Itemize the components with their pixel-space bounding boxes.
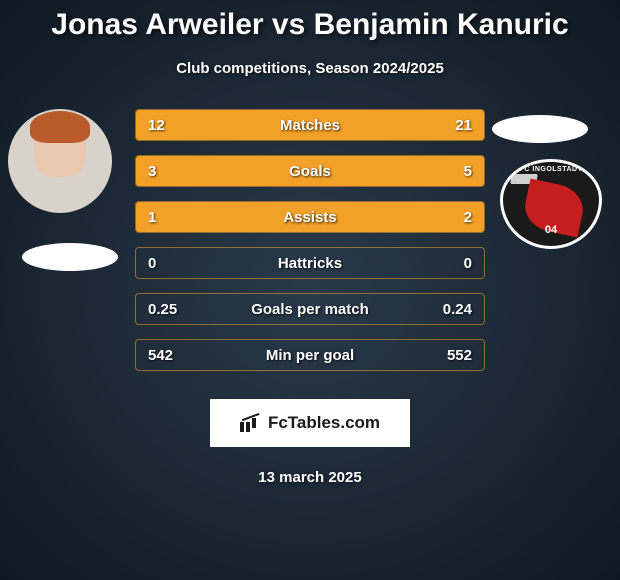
- stat-label: Assists: [136, 209, 484, 226]
- stat-label: Goals: [136, 163, 484, 180]
- stats-table: 1221Matches 35Goals 12Assists 00Hattricks 0.…: [135, 109, 485, 385]
- source-logo: FcTables.com: [210, 399, 410, 447]
- player-left-avatar: [8, 109, 112, 213]
- source-logo-text: FcTables.com: [268, 413, 380, 433]
- subtitle: Club competitions, Season 2024/2025: [0, 60, 620, 77]
- stat-row: 00Hattricks: [135, 247, 485, 279]
- chart-icon: [240, 414, 262, 432]
- player-right-club-badge: FC INGOLSTADT: [500, 159, 602, 249]
- stat-label: Goals per match: [136, 301, 484, 318]
- stat-row: 12Assists: [135, 201, 485, 233]
- page-title: Jonas Arweiler vs Benjamin Kanuric: [0, 0, 620, 42]
- stat-row: 35Goals: [135, 155, 485, 187]
- stat-row: 0.250.24Goals per match: [135, 293, 485, 325]
- player-left-flag: [22, 243, 118, 271]
- player-right-flag: [492, 115, 588, 143]
- date-label: 13 march 2025: [0, 469, 620, 486]
- stat-row: 542552Min per goal: [135, 339, 485, 371]
- stat-row: 1221Matches: [135, 109, 485, 141]
- stat-label: Hattricks: [136, 255, 484, 272]
- stat-label: Min per goal: [136, 347, 484, 364]
- stat-label: Matches: [136, 117, 484, 134]
- content-area: FC INGOLSTADT 1221Matches 35Goals 12Assist…: [0, 109, 620, 385]
- club-badge-text: FC INGOLSTADT: [503, 166, 599, 173]
